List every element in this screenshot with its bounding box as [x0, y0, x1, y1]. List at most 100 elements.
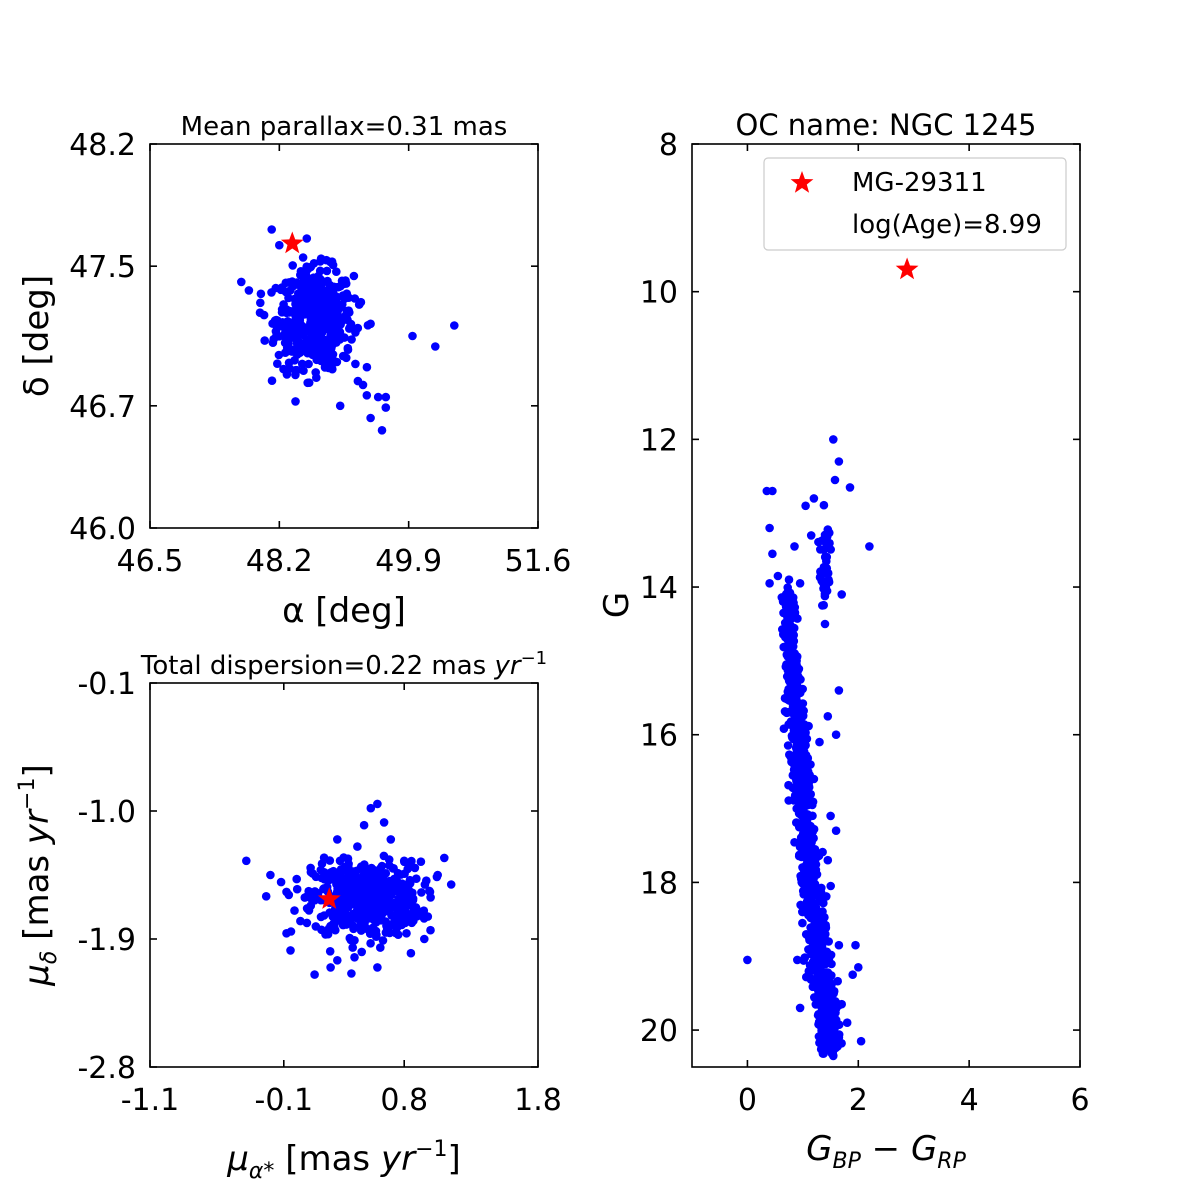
data-point [244, 286, 254, 295]
data-point [316, 865, 326, 875]
data-point [290, 906, 299, 915]
data-point [323, 313, 333, 322]
y-tick-label: -0.1 [77, 667, 136, 702]
data-point [290, 356, 299, 365]
data-point [333, 835, 342, 844]
legend-box [763, 157, 1067, 251]
data-point [795, 1003, 805, 1013]
legend-entry-age: log(Age)=8.99 [852, 210, 1042, 240]
data-point [282, 370, 292, 379]
data-point [805, 898, 814, 908]
data-point [318, 324, 328, 334]
data-point [403, 864, 413, 874]
data-point [302, 918, 312, 928]
data-point [294, 348, 304, 358]
data-point [823, 712, 833, 721]
data-point [811, 920, 820, 929]
data-point [321, 930, 330, 939]
data-point [381, 403, 391, 412]
data-point [822, 552, 832, 562]
data-point [816, 967, 826, 977]
target-star-marker [317, 887, 341, 909]
data-point [407, 856, 416, 866]
y-tick-label: 8 [659, 128, 678, 163]
data-point [296, 270, 305, 280]
cmd-legend: MG-29311 log(Age)=8.99 [763, 157, 1067, 251]
data-point [790, 542, 799, 551]
data-point [267, 288, 276, 297]
data-point [259, 310, 269, 320]
data-point [446, 880, 456, 889]
data-point [292, 278, 302, 287]
data-point [333, 310, 342, 320]
data-point [296, 916, 305, 926]
data-point [779, 608, 788, 618]
data-point [805, 935, 814, 945]
data-point [803, 875, 813, 885]
data-point [801, 846, 811, 856]
data-point [808, 811, 817, 821]
data-point [354, 907, 364, 916]
data-point [260, 336, 270, 345]
data-point [408, 331, 417, 341]
data-point [812, 973, 821, 983]
data-point [792, 652, 802, 661]
data-point [768, 549, 777, 559]
data-point [768, 486, 777, 496]
data-point [373, 963, 382, 972]
data-point [371, 917, 381, 927]
data-point [803, 864, 812, 873]
data-point [402, 929, 411, 938]
data-point [792, 760, 802, 770]
data-point [328, 260, 338, 270]
data-point [334, 321, 344, 331]
y-tick-label: 12 [640, 423, 678, 458]
data-point [366, 803, 376, 813]
data-point [338, 920, 348, 930]
data-point [315, 266, 325, 276]
data-point [419, 914, 429, 923]
data-point [350, 883, 360, 892]
data-point [297, 310, 307, 319]
data-point [806, 531, 816, 540]
data-point [346, 322, 355, 332]
data-point [366, 939, 375, 948]
data-point [408, 888, 417, 898]
y-tick-label: 20 [640, 1014, 678, 1049]
data-point [810, 928, 820, 937]
data-point [351, 359, 360, 369]
data-point [396, 897, 405, 906]
data-point [793, 955, 802, 965]
x-tick-label: 49.9 [375, 544, 442, 579]
data-point [325, 908, 335, 917]
data-point [822, 1044, 832, 1054]
data-point [379, 818, 389, 827]
data-point [848, 970, 857, 979]
x-tick-label: 4 [960, 1083, 979, 1118]
data-point [347, 969, 356, 978]
data-point [818, 601, 827, 610]
cmd-y-axis-label: G [597, 592, 637, 618]
data-point [320, 363, 330, 372]
x-tick-label: 48.2 [246, 544, 313, 579]
data-point [312, 373, 321, 383]
data-point [302, 892, 312, 901]
data-point [354, 300, 364, 309]
data-point [268, 338, 278, 348]
data-point [310, 303, 320, 313]
data-point [360, 885, 370, 894]
data-point [420, 934, 429, 944]
data-point [345, 308, 354, 317]
data-point [274, 332, 284, 341]
data-point [304, 296, 313, 305]
data-point [401, 907, 410, 917]
data-point [302, 262, 312, 272]
data-point [357, 947, 367, 957]
data-point [325, 947, 335, 956]
x-tick-label: -1.1 [121, 1083, 180, 1118]
data-point [789, 722, 799, 732]
data-point [289, 324, 299, 334]
data-point [305, 326, 315, 336]
data-point [311, 922, 321, 931]
data-point [326, 963, 335, 972]
